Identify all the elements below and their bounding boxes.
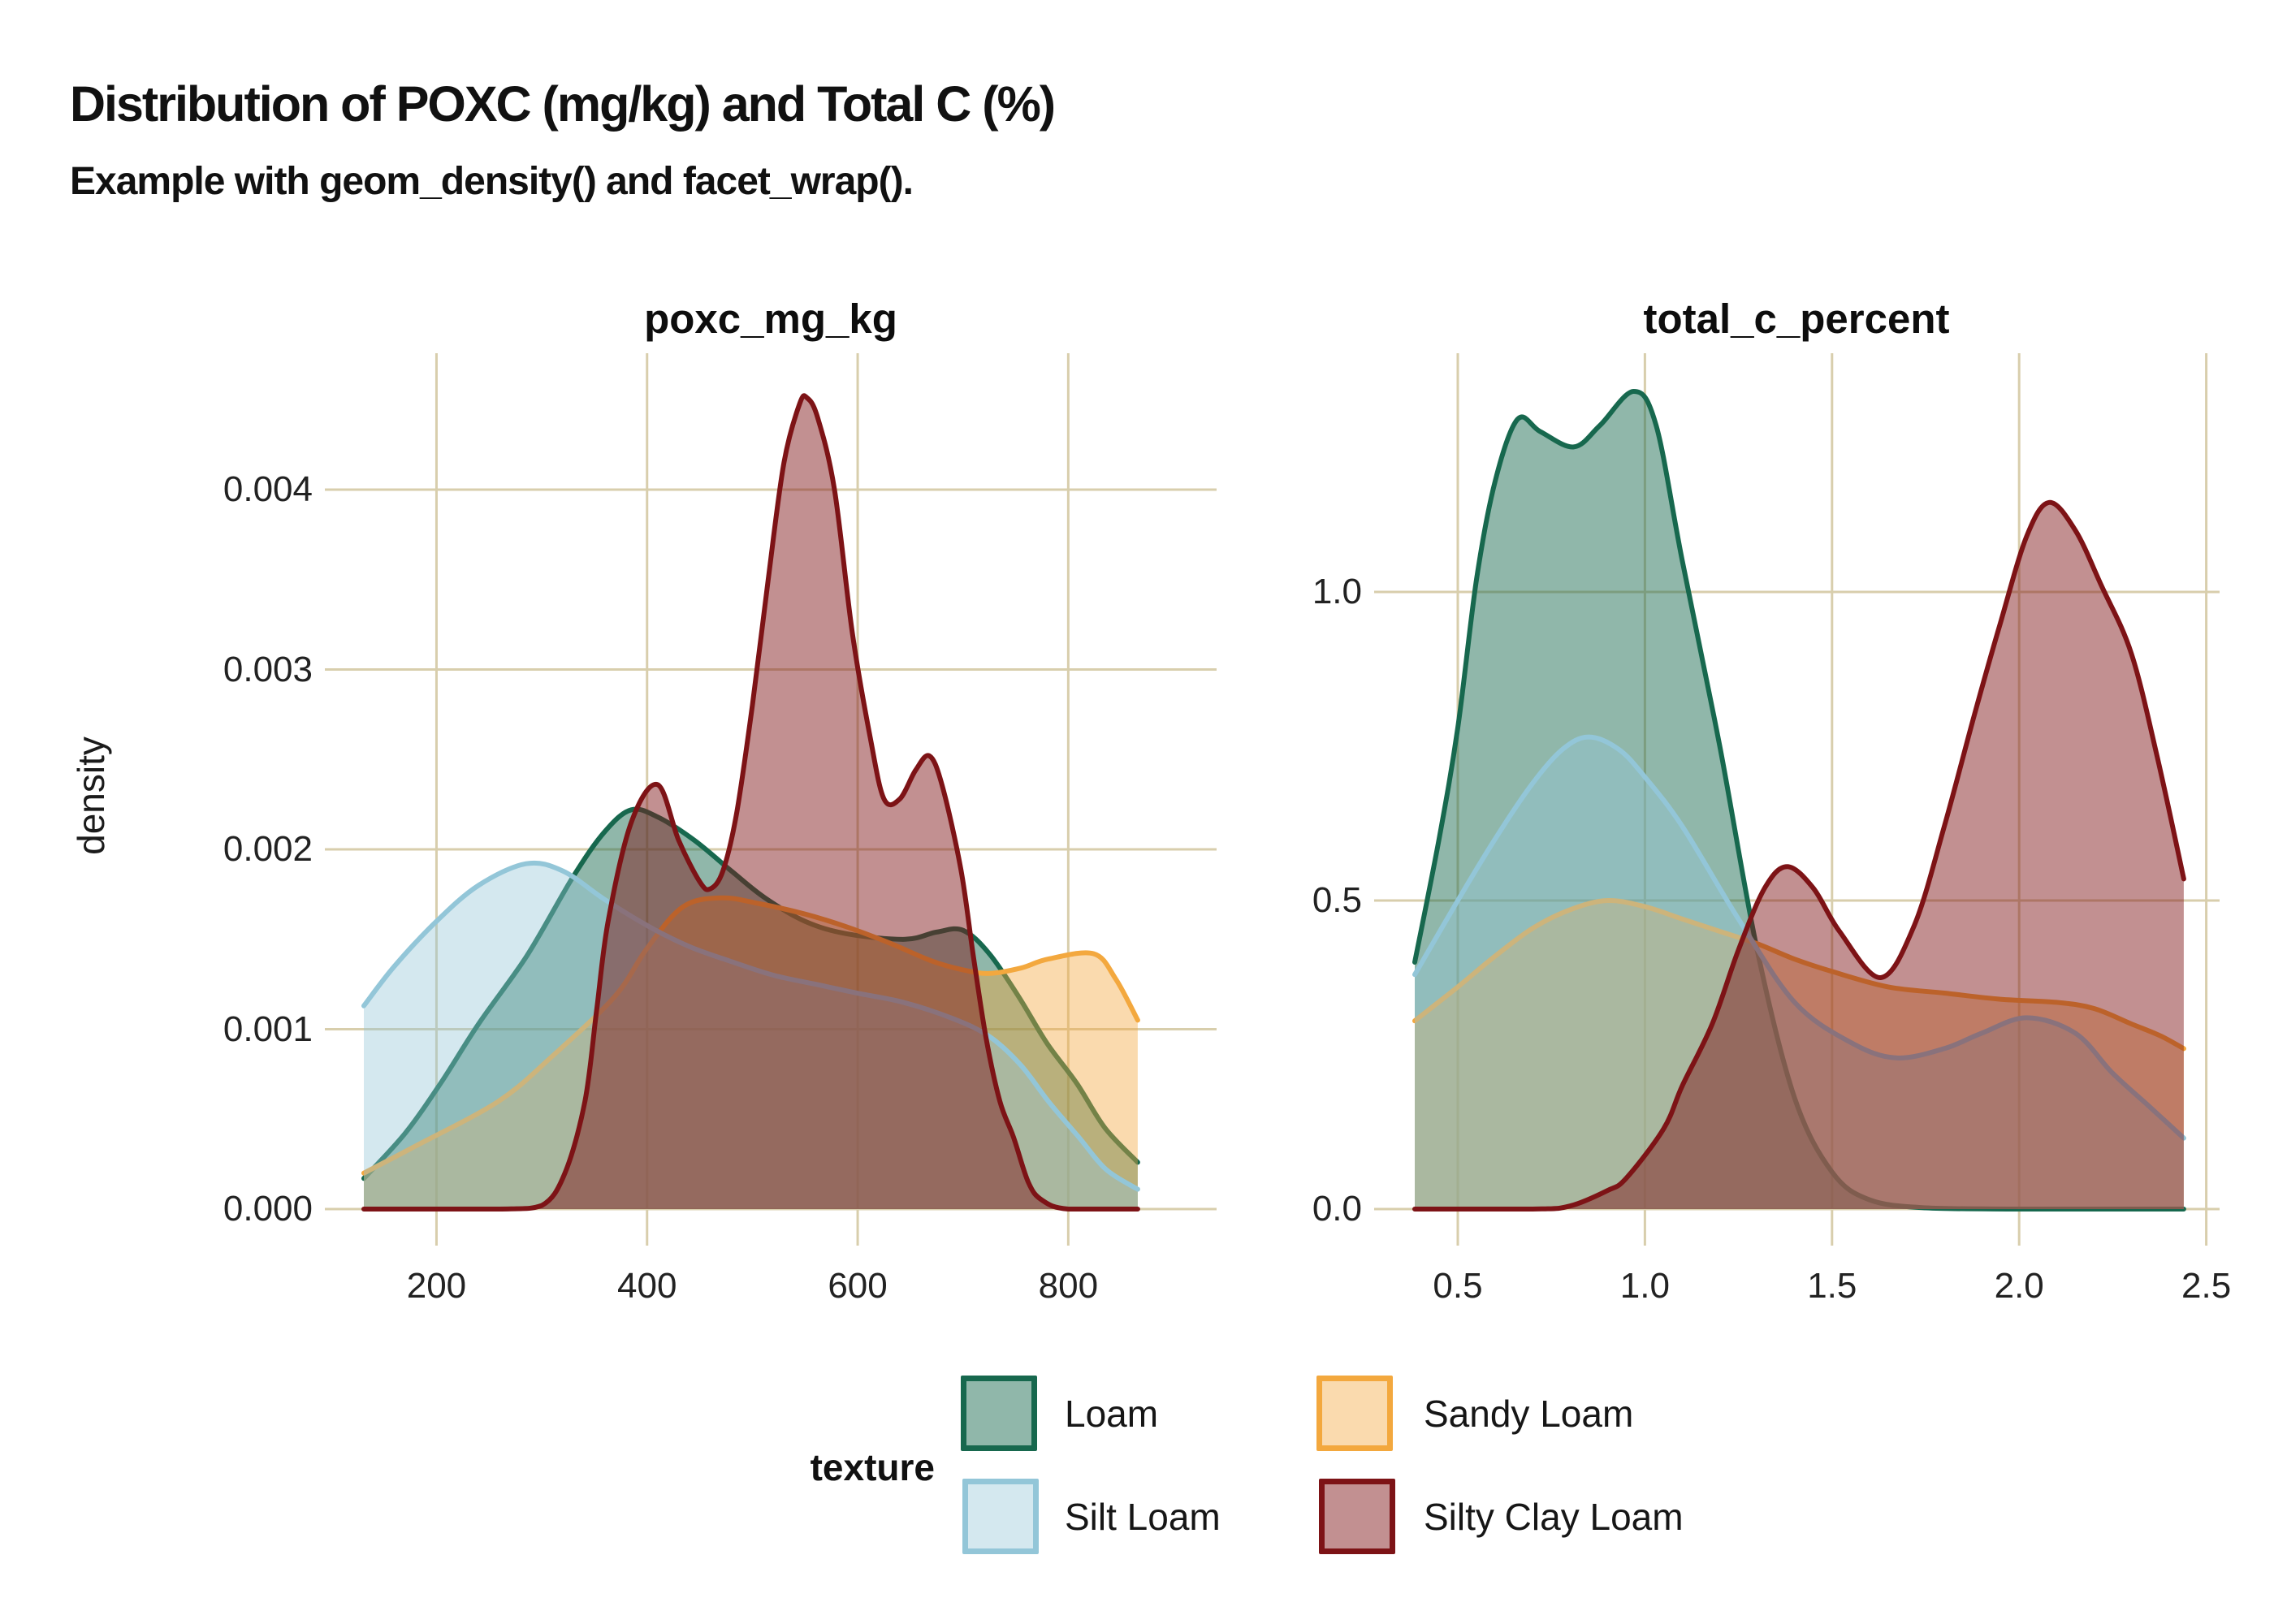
page-title: Distribution of POXC (mg/kg) and Total C… bbox=[70, 76, 1056, 132]
x-tick-label-0.5: 0.5 bbox=[1433, 1266, 1483, 1306]
x-tick-label-200: 200 bbox=[406, 1266, 467, 1306]
density-curve-silty-clay-loam-facet1 bbox=[1412, 499, 2186, 1212]
legend-label-loam: Loam bbox=[1065, 1393, 1159, 1435]
legend-label-sandy-loam: Sandy Loam bbox=[1424, 1393, 1634, 1435]
density-area-sandy-loam-facet1 bbox=[1415, 900, 2184, 1209]
legend-label-silt-loam: Silt Loam bbox=[1065, 1496, 1221, 1538]
y-tick-label-1.0: 1.0 bbox=[1312, 572, 1362, 611]
x-tick-label-400: 400 bbox=[617, 1266, 677, 1306]
legend-key-silty-clay-loam bbox=[1319, 1479, 1395, 1554]
density-curve-silty-clay-loam-facet0 bbox=[361, 393, 1140, 1212]
legend-key-silt-loam bbox=[962, 1479, 1039, 1554]
density-curve-silt-loam-facet1 bbox=[1412, 734, 2186, 1141]
density-area-loam-facet1 bbox=[1415, 391, 2184, 1209]
x-tick-label-2.5: 2.5 bbox=[2181, 1266, 2232, 1306]
legend-key-loam bbox=[961, 1376, 1037, 1451]
density-area-silt-loam-facet1 bbox=[1415, 736, 2184, 1209]
y-tick-label-0.0: 0.0 bbox=[1312, 1189, 1362, 1229]
density-curve-loam-facet0 bbox=[361, 806, 1140, 1181]
density-curve-sandy-loam-facet0 bbox=[361, 895, 1140, 1176]
facet-title-total-c: total_c_percent bbox=[1643, 296, 1950, 342]
density-area-sandy-loam-facet0 bbox=[364, 897, 1138, 1209]
facet-title-poxc: poxc_mg_kg bbox=[644, 296, 897, 342]
legend-label-silty-clay-loam: Silty Clay Loam bbox=[1424, 1496, 1684, 1538]
y-tick-label-0.003: 0.003 bbox=[223, 649, 313, 689]
x-tick-label-1.0: 1.0 bbox=[1619, 1266, 1670, 1306]
density-area-silty-clay-loam-facet1 bbox=[1415, 502, 2184, 1209]
legend-key-sandy-loam bbox=[1316, 1376, 1393, 1451]
density-area-loam-facet0 bbox=[364, 809, 1138, 1209]
legend-title: texture bbox=[810, 1446, 935, 1488]
density-curve-loam-facet1 bbox=[1412, 389, 2186, 1212]
y-tick-label-0.000: 0.000 bbox=[223, 1189, 313, 1229]
y-tick-label-0.002: 0.002 bbox=[223, 829, 313, 869]
x-tick-label-600: 600 bbox=[828, 1266, 888, 1306]
y-tick-label-0.004: 0.004 bbox=[223, 469, 313, 509]
page-subtitle: Example with geom_density() and facet_wr… bbox=[70, 160, 914, 203]
x-tick-label-2.0: 2.0 bbox=[1994, 1266, 2044, 1306]
y-tick-label-0.001: 0.001 bbox=[223, 1009, 313, 1049]
density-area-silty-clay-loam-facet0 bbox=[364, 395, 1138, 1209]
y-tick-label-0.5: 0.5 bbox=[1312, 880, 1362, 920]
density-curve-sandy-loam-facet1 bbox=[1412, 897, 2186, 1052]
x-tick-label-1.5: 1.5 bbox=[1807, 1266, 1857, 1306]
density-curve-silt-loam-facet0 bbox=[361, 860, 1140, 1192]
x-tick-label-800: 800 bbox=[1038, 1266, 1099, 1306]
density-area-silt-loam-facet0 bbox=[364, 862, 1138, 1209]
